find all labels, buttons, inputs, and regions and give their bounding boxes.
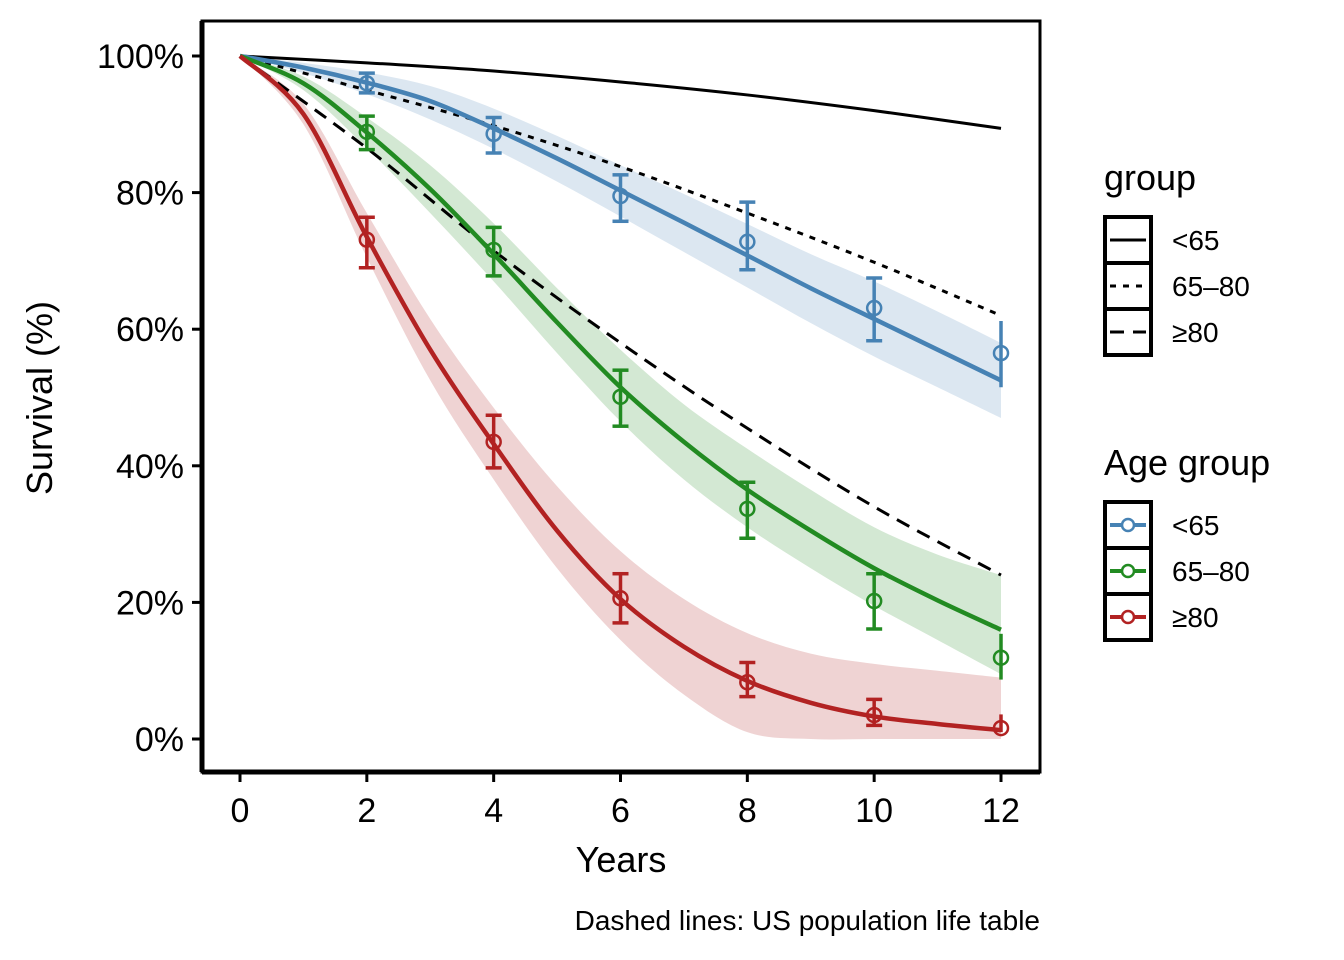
data-point bbox=[485, 433, 502, 451]
data-point-group bbox=[612, 368, 629, 428]
legend-label: <65 bbox=[1172, 225, 1220, 256]
data-point-group bbox=[865, 571, 883, 631]
legend-title-age-group: Age group bbox=[1104, 442, 1270, 483]
data-point bbox=[358, 75, 376, 92]
x-tick-label: 10 bbox=[855, 792, 893, 830]
data-point-group bbox=[739, 660, 756, 699]
data-point-group bbox=[612, 571, 629, 625]
legend-label: <65 bbox=[1172, 510, 1220, 541]
data-point-group bbox=[865, 276, 883, 343]
legend-key-point bbox=[1120, 609, 1136, 625]
data-point bbox=[865, 299, 883, 317]
data-point bbox=[992, 719, 1010, 737]
error-bars bbox=[358, 71, 1010, 737]
x-tick-label: 0 bbox=[231, 792, 250, 830]
x-tick-label: 4 bbox=[484, 792, 503, 830]
data-point-group bbox=[739, 480, 756, 540]
data-point bbox=[739, 233, 756, 251]
y-tick-label: 20% bbox=[116, 584, 184, 622]
legend-label: 65–80 bbox=[1172, 271, 1250, 302]
legend-label: ≥80 bbox=[1172, 602, 1219, 633]
y-axis-title: Survival (%) bbox=[19, 301, 60, 495]
data-point bbox=[865, 706, 883, 724]
data-point bbox=[612, 388, 629, 406]
confidence-band-1 bbox=[240, 56, 1001, 675]
y-tick-label: 100% bbox=[97, 38, 184, 76]
legend-title-group: group bbox=[1104, 157, 1196, 198]
legend-label: ≥80 bbox=[1172, 317, 1219, 348]
data-point bbox=[485, 241, 502, 259]
data-point bbox=[739, 500, 756, 518]
y-tick-label: 0% bbox=[135, 721, 184, 759]
x-tick-label: 8 bbox=[738, 792, 757, 830]
data-point bbox=[865, 592, 883, 610]
x-tick-label: 2 bbox=[357, 792, 376, 830]
data-point-group bbox=[612, 173, 629, 224]
legend-key-point bbox=[1120, 563, 1136, 579]
data-point-group bbox=[485, 225, 502, 278]
data-point-group bbox=[358, 71, 376, 95]
data-point bbox=[739, 674, 756, 691]
y-tick-label: 80% bbox=[116, 175, 184, 213]
data-point-group bbox=[992, 714, 1010, 737]
legends: group <65 65–80 ≥80 Age group <65 65–80 ≥80 bbox=[1103, 157, 1270, 642]
data-point bbox=[992, 649, 1010, 666]
data-point bbox=[485, 125, 502, 143]
legend-key-point bbox=[1120, 517, 1136, 533]
reference-line-solid bbox=[239, 54, 1002, 130]
axes: 0 2 4 6 8 10 12 0% 20% 40% 60% 80% 100% bbox=[97, 19, 1042, 830]
y-tick-label: 40% bbox=[116, 448, 184, 486]
data-point-group bbox=[485, 115, 502, 155]
data-point bbox=[612, 187, 629, 205]
y-tick-label: 60% bbox=[116, 311, 184, 349]
data-point-group bbox=[992, 321, 1010, 388]
fitted-curve-2 bbox=[238, 54, 1002, 733]
x-axis-title: Years bbox=[576, 839, 667, 880]
data-point bbox=[992, 344, 1010, 362]
data-point-group bbox=[485, 413, 502, 470]
caption: Dashed lines: US population life table bbox=[575, 905, 1040, 936]
data-point-group bbox=[358, 215, 376, 270]
data-point-group bbox=[992, 633, 1010, 680]
legend-label: 65–80 bbox=[1172, 556, 1250, 587]
data-point-group bbox=[358, 114, 376, 152]
x-tick-label: 12 bbox=[982, 792, 1020, 830]
data-point bbox=[358, 231, 376, 248]
data-point bbox=[358, 123, 376, 141]
data-point-group bbox=[865, 697, 883, 728]
data-point-group bbox=[739, 200, 756, 272]
x-tick-label: 6 bbox=[611, 792, 630, 830]
data-point bbox=[612, 590, 629, 607]
